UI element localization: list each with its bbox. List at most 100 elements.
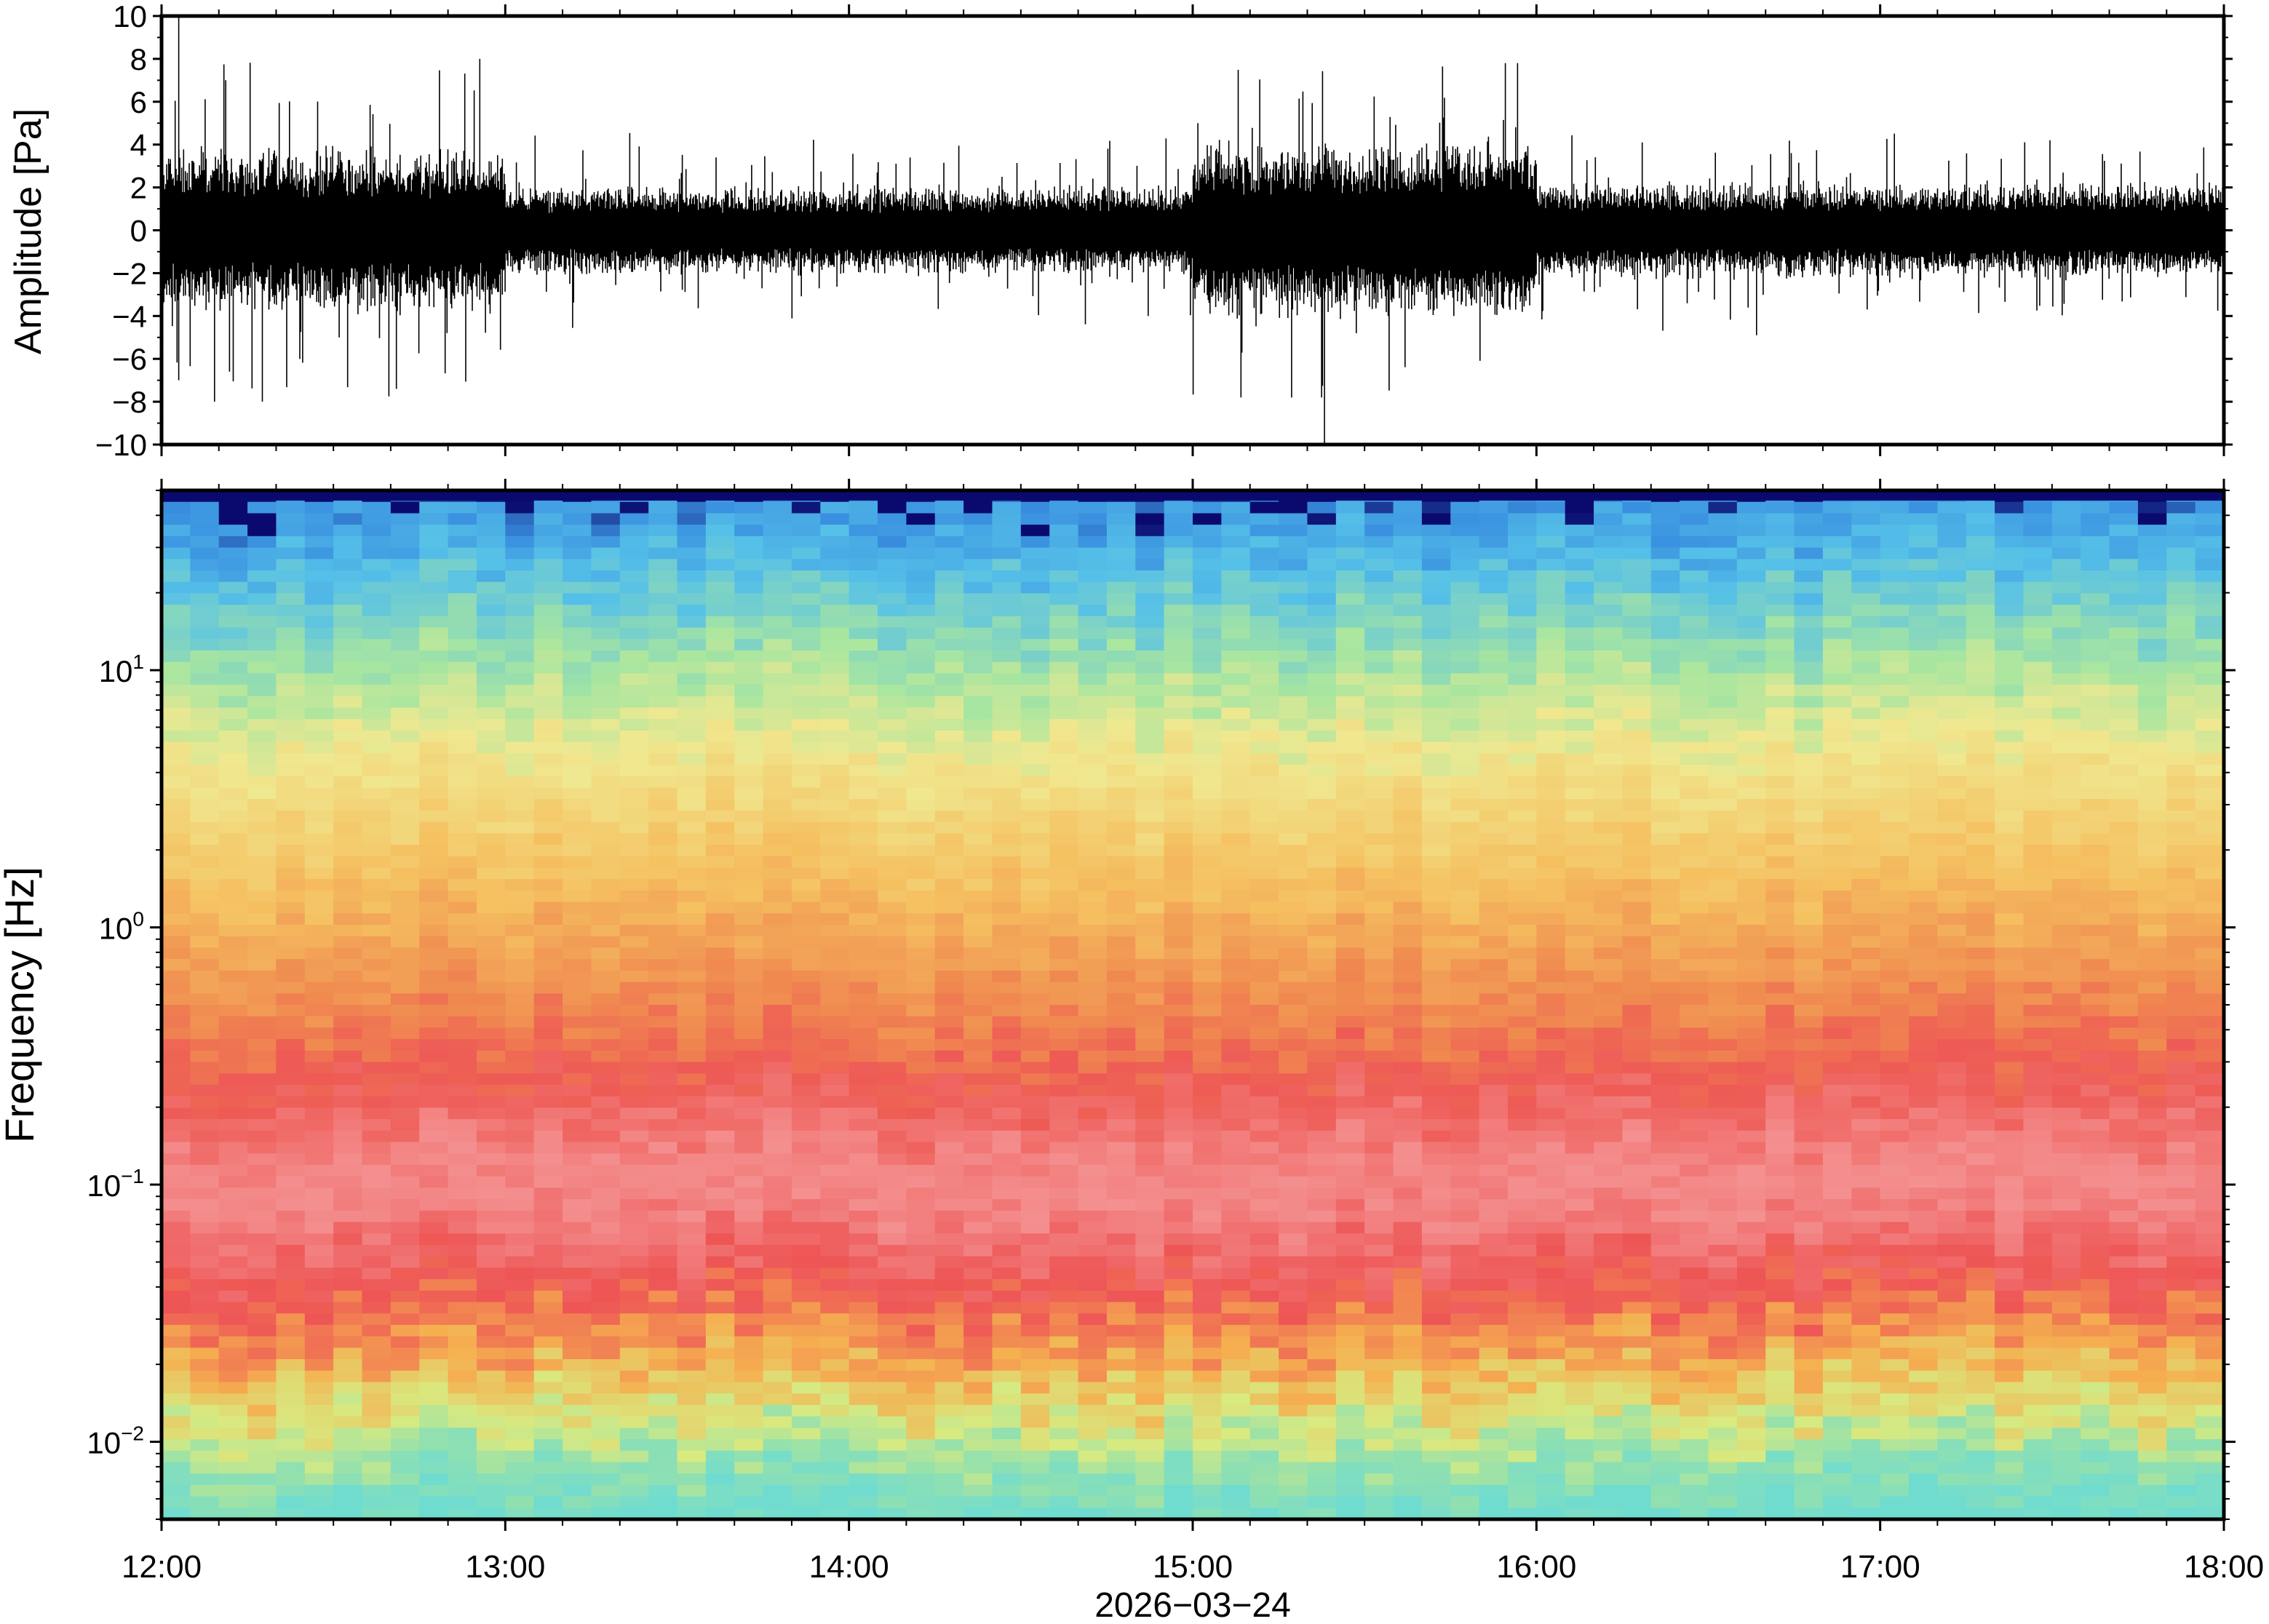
spectrogram-cell	[505, 661, 535, 674]
spectrogram-cell	[906, 1404, 936, 1417]
spectrogram-cell	[791, 1439, 822, 1452]
spectrogram-cell	[934, 1348, 964, 1360]
spectrogram-cell	[934, 1210, 964, 1223]
spectrogram-cell	[878, 616, 907, 629]
spectrogram-cell	[1049, 1130, 1079, 1143]
spectrogram-cell	[1078, 605, 1108, 617]
spectrogram-cell	[563, 1462, 592, 1474]
spectrogram-cell	[505, 1256, 535, 1269]
spectrogram-cell	[1393, 1222, 1423, 1235]
spectrogram-cell	[1078, 1233, 1108, 1246]
spectrogram-cell	[763, 627, 792, 640]
spectrogram-cell	[333, 661, 363, 674]
spectrogram-cell	[1421, 696, 1452, 709]
spectrogram-cell	[906, 639, 936, 651]
spectrogram-cell	[878, 525, 907, 537]
spectrogram-cell	[162, 776, 191, 789]
spectrogram-cell	[734, 1336, 764, 1349]
spectrogram-cell	[162, 1439, 191, 1452]
spectrogram-cell	[734, 627, 764, 640]
spectrogram-cell	[992, 753, 1022, 765]
spectrogram-cell	[648, 1005, 678, 1017]
spectrogram-cell	[677, 856, 707, 869]
spectrogram-cell	[362, 1199, 392, 1211]
spectrogram-cell	[1249, 1267, 1279, 1280]
spectrogram-cell	[849, 616, 878, 629]
spectrogram-cell	[1650, 753, 1680, 765]
spectrogram-cell	[1078, 1130, 1108, 1143]
spectrogram-cell	[1650, 1016, 1680, 1029]
spectrogram-cell	[648, 787, 678, 800]
spectrogram-cell	[934, 1359, 964, 1372]
spectrogram-cell	[619, 982, 649, 995]
spectrogram-cell	[276, 913, 306, 926]
spectrogram-cell	[1622, 1267, 1652, 1280]
spectrogram-cell	[1536, 1508, 1566, 1519]
spectrogram-cell	[992, 1210, 1022, 1223]
spectrogram-cell	[505, 741, 535, 755]
spectrogram-cell	[304, 1187, 334, 1200]
spectrogram-cell	[1078, 1473, 1108, 1486]
spectrogram-cell	[247, 982, 277, 995]
spectrogram-cell	[563, 581, 592, 594]
spectrogram-cell	[1135, 913, 1165, 926]
spectrogram-cell	[1393, 1267, 1423, 1280]
spectrogram-cell	[906, 1450, 936, 1463]
spectrogram-cell	[1049, 1370, 1079, 1383]
spectrogram-cell	[591, 970, 621, 983]
spectrogram-cell	[705, 1290, 736, 1303]
spectrogram-cell	[705, 959, 736, 971]
spectrogram-cell	[763, 696, 792, 709]
spectrogram-cell	[1335, 1359, 1365, 1372]
spectrogram-cell	[906, 1290, 936, 1303]
spectrogram-cell	[362, 719, 392, 731]
spectrogram-cell	[1622, 856, 1652, 869]
spectrogram-cell	[533, 639, 563, 651]
spectrogram-cell	[1164, 1370, 1193, 1383]
spectrogram-cell	[1421, 685, 1452, 697]
spectrogram-cell	[1594, 856, 1624, 869]
spectrogram-cell	[763, 1210, 792, 1223]
spectrogram-cell	[247, 1508, 277, 1519]
spectrogram-cell	[563, 1496, 592, 1509]
spectrogram-cell	[1193, 833, 1223, 845]
spectrogram-cell	[1393, 1416, 1423, 1429]
spectrogram-cell	[1622, 1119, 1652, 1131]
spectrogram-cell	[705, 1370, 736, 1383]
spectrogram-cell	[619, 1382, 649, 1394]
spectrogram-cell	[820, 525, 850, 537]
spectrogram-cell	[1307, 547, 1337, 560]
spectrogram-cell	[1450, 1233, 1480, 1246]
spectrogram-cell	[1106, 1279, 1137, 1291]
spectrogram-cell	[419, 913, 449, 926]
spectrogram-cell	[1364, 1382, 1394, 1394]
spectrogram-cell	[276, 730, 306, 743]
spectrogram-cell	[162, 970, 191, 983]
spectrogram-cell	[1249, 1404, 1279, 1417]
spectrogram-cell	[1221, 707, 1251, 720]
spectrogram-cell	[1364, 1496, 1394, 1509]
spectrogram-cell	[963, 559, 993, 571]
spectrogram-cell	[705, 1187, 736, 1200]
spectrogram-cell	[791, 707, 822, 720]
spectrogram-cell	[1193, 1404, 1223, 1417]
spectrogram-cell	[448, 993, 477, 1006]
spectrogram-cell	[476, 1462, 506, 1474]
spectrogram-cell	[1680, 833, 1709, 845]
spectrogram-cell	[734, 765, 764, 777]
spectrogram-cell	[934, 1039, 964, 1051]
spectrogram-cell	[505, 501, 535, 514]
spectrogram-cell	[1507, 1222, 1538, 1235]
spectrogram-cell	[1479, 890, 1509, 903]
spectrogram-cell	[1049, 1062, 1079, 1075]
spectrogram-cell	[247, 947, 277, 960]
spectrogram-cell	[1594, 845, 1624, 857]
spectrogram-cell	[1507, 650, 1538, 663]
spectrogram-cell	[190, 1062, 220, 1075]
spectrogram-cell	[190, 1016, 220, 1029]
spectrogram-cell	[849, 993, 878, 1006]
spectrogram-cell	[1622, 890, 1652, 903]
spectrogram-cell	[505, 1096, 535, 1109]
spectrogram-cell	[563, 1027, 592, 1040]
spectrogram-cell	[619, 1016, 649, 1029]
